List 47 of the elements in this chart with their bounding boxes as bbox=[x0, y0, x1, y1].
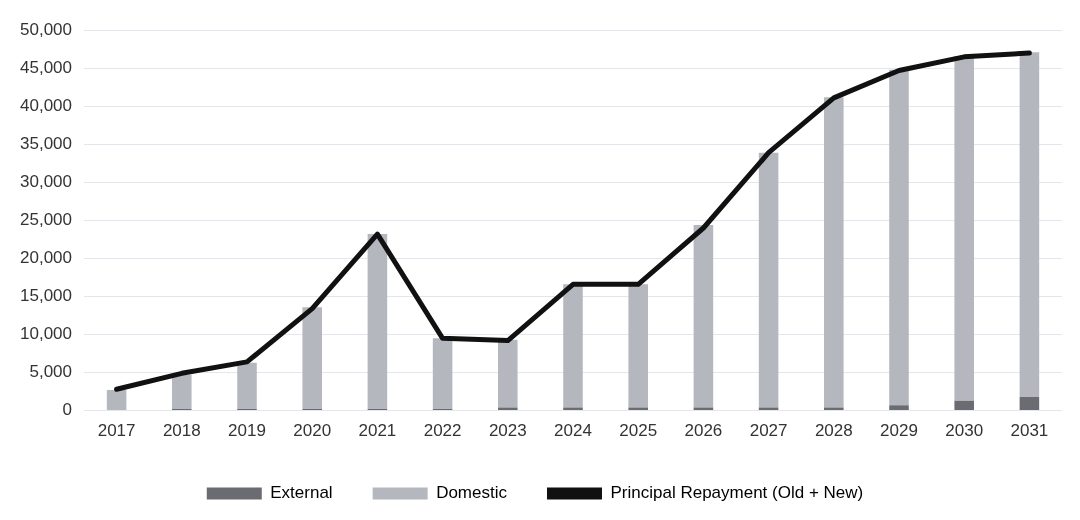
y-tick-label: 15,000 bbox=[20, 286, 72, 306]
bar bbox=[237, 362, 257, 410]
x-tick-label: 2026 bbox=[684, 421, 723, 441]
x-tick-label: 2031 bbox=[1010, 421, 1049, 441]
bar bbox=[889, 69, 909, 406]
x-tick-label: 2019 bbox=[228, 421, 266, 441]
y-tick-label: 20,000 bbox=[20, 248, 72, 268]
x-tick-label: 2024 bbox=[554, 421, 592, 441]
y-tick-label: 0 bbox=[62, 400, 72, 420]
x-tick-label: 2021 bbox=[358, 421, 397, 441]
x-tick-label: 2027 bbox=[749, 421, 788, 441]
y-tick-label: 5,000 bbox=[29, 362, 72, 382]
bar bbox=[1019, 52, 1040, 397]
legend-label: Principal Repayment (Old + New) bbox=[610, 483, 864, 503]
x-tick-label: 2029 bbox=[880, 421, 918, 441]
bar bbox=[172, 374, 192, 410]
bar bbox=[106, 390, 127, 411]
bar bbox=[302, 307, 322, 410]
x-tick-label: 2023 bbox=[488, 421, 527, 441]
x-tick-label: 2017 bbox=[97, 421, 136, 441]
bar bbox=[563, 284, 583, 408]
legend-label: Domestic bbox=[436, 483, 508, 503]
y-tick-label: 40,000 bbox=[20, 95, 72, 115]
legend-label: External bbox=[270, 483, 333, 503]
x-tick-label: 2028 bbox=[814, 421, 853, 441]
x-tick-label: 2018 bbox=[162, 421, 201, 441]
bar bbox=[432, 338, 453, 410]
bar bbox=[628, 284, 648, 408]
y-tick-label: 25,000 bbox=[20, 210, 72, 230]
bar bbox=[1019, 396, 1040, 411]
y-tick-label: 50,000 bbox=[20, 19, 72, 39]
x-tick-label: 2030 bbox=[945, 421, 984, 441]
bar bbox=[758, 152, 779, 408]
x-tick-label: 2025 bbox=[619, 421, 658, 441]
bar bbox=[954, 56, 974, 401]
bar bbox=[954, 400, 974, 411]
bar bbox=[367, 234, 388, 410]
x-tick-label: 2022 bbox=[423, 421, 462, 441]
bar bbox=[889, 405, 909, 411]
bar bbox=[824, 97, 844, 408]
y-tick-label: 45,000 bbox=[20, 57, 72, 77]
y-tick-label: 10,000 bbox=[20, 324, 72, 344]
x-tick-label: 2020 bbox=[293, 421, 332, 441]
y-tick-label: 35,000 bbox=[20, 134, 72, 154]
bar bbox=[693, 224, 714, 408]
bar bbox=[498, 339, 518, 408]
y-tick-label: 30,000 bbox=[20, 172, 72, 192]
